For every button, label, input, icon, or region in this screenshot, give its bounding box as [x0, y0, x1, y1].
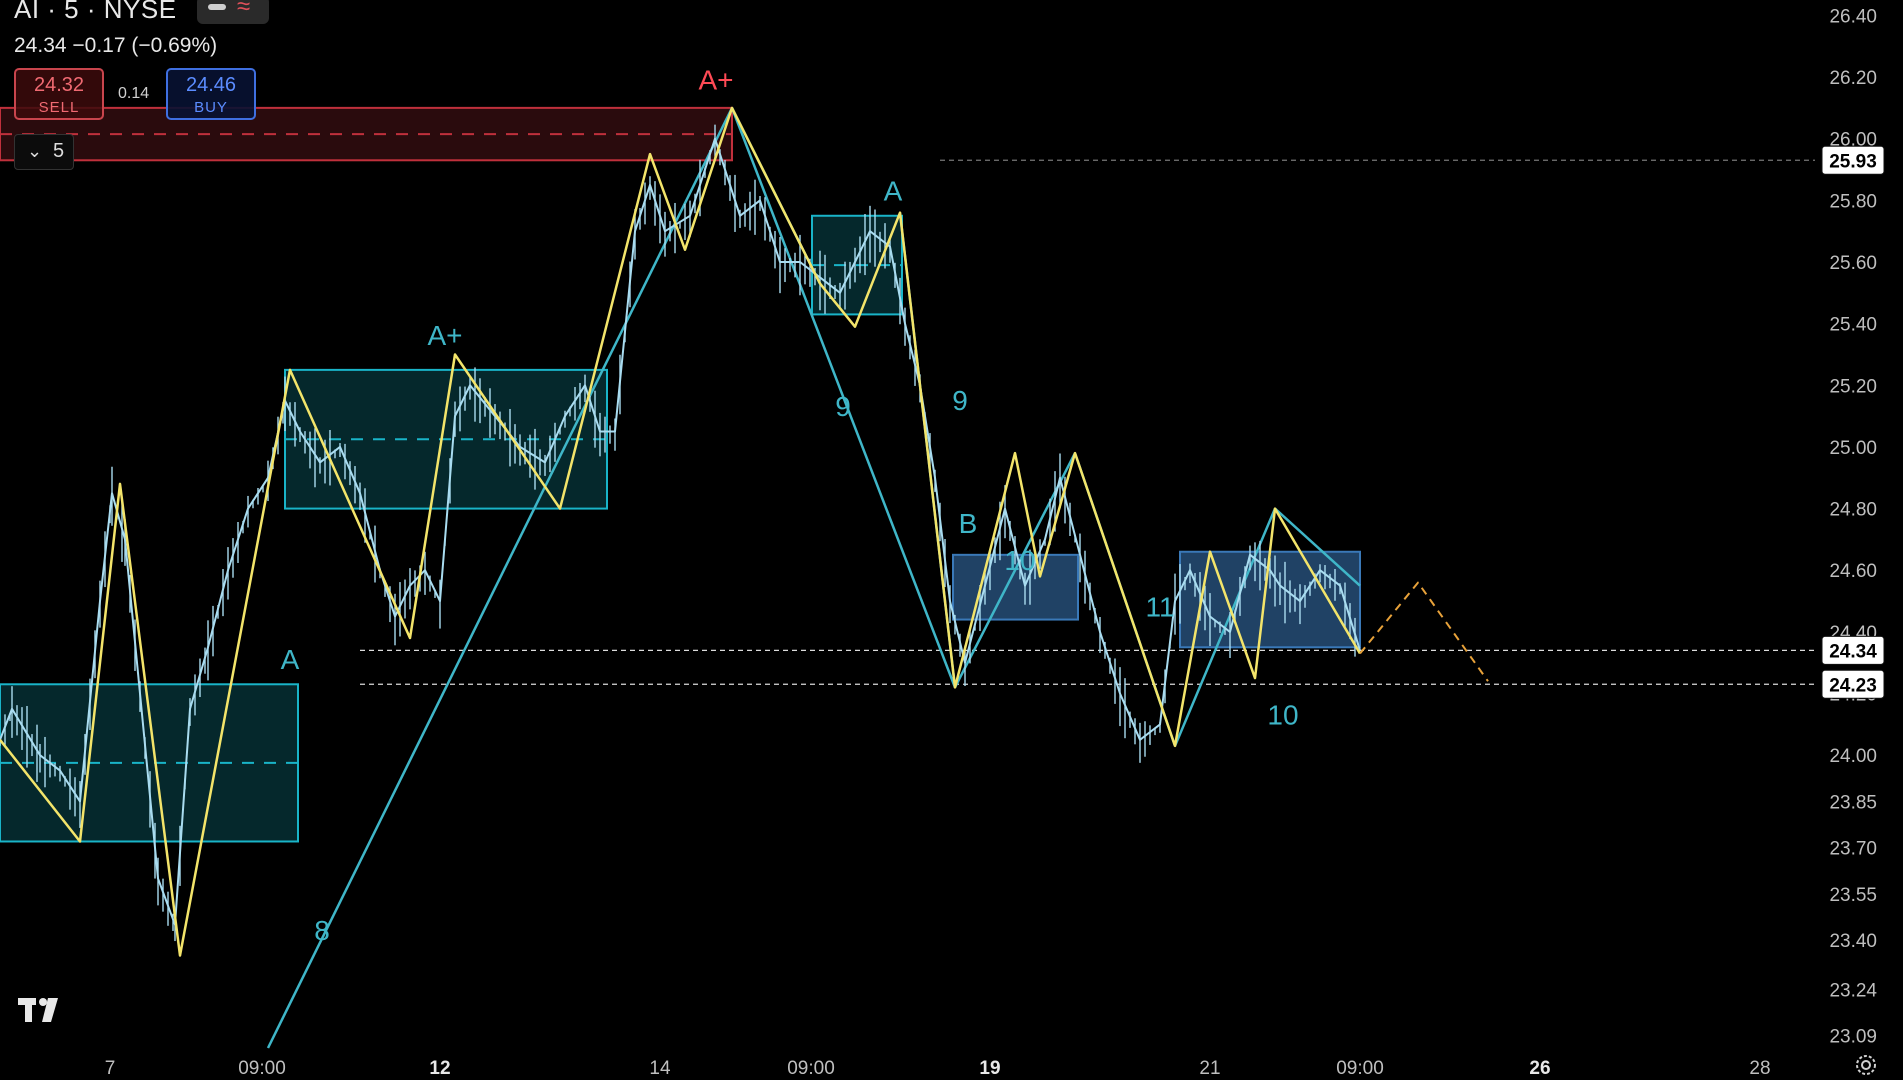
price-tick-label: 26.00	[1829, 130, 1877, 151]
sell-button[interactable]: 24.32 SELL	[14, 68, 104, 120]
price-tick-label: 23.09	[1829, 1027, 1877, 1048]
chevron-down-icon: ⌄	[27, 141, 43, 161]
interval-dropdown[interactable]: ⌄ 5	[14, 134, 74, 170]
price-tick-label: 24.80	[1829, 500, 1877, 521]
time-tick-label: 21	[1199, 1058, 1220, 1079]
price-tick-label: 24.60	[1829, 561, 1877, 582]
price-tick-label: 23.70	[1829, 839, 1877, 860]
indicator-pill[interactable]: ≈	[197, 0, 269, 24]
buy-button[interactable]: 24.46 BUY	[166, 68, 256, 120]
time-tick-label: 28	[1749, 1058, 1770, 1079]
zigzag-line	[0, 106, 1362, 957]
trendline-7	[1274, 507, 1361, 587]
minus-icon[interactable]	[208, 4, 226, 10]
price-marker-label-2: 24.23	[1829, 675, 1877, 696]
price-tick-label: 25.80	[1829, 191, 1877, 212]
price-tick-label: 23.85	[1829, 792, 1877, 813]
time-tick-label: 09:00	[787, 1058, 835, 1079]
annotation-9: 11	[1145, 591, 1174, 622]
price-tick-label: 26.20	[1829, 68, 1877, 89]
price-marker-label-1: 24.34	[1829, 641, 1877, 662]
buy-label: BUY	[194, 99, 228, 116]
sell-label: SELL	[38, 99, 80, 116]
spread-value: 0.14	[118, 85, 150, 102]
annotation-8: 10	[1004, 545, 1035, 576]
annotation-3: A	[884, 175, 903, 206]
price-change: 24.34 −0.17 (−0.69%)	[14, 34, 218, 57]
time-tick-label: 12	[429, 1058, 450, 1079]
price-marker-tag-2	[1821, 669, 1885, 699]
wave-icon[interactable]: ≈	[237, 0, 251, 20]
price-tick-label: 25.20	[1829, 376, 1877, 397]
sell-price: 24.32	[33, 74, 85, 96]
time-tick-label: 09:00	[1336, 1058, 1384, 1079]
interval-value: 5	[53, 140, 65, 162]
time-tick-label: 7	[105, 1058, 116, 1079]
price-marker-label-0: 25.93	[1829, 151, 1877, 172]
price-tick-label: 25.60	[1829, 253, 1877, 274]
trendline-1	[730, 107, 957, 688]
annotation-6: 9	[835, 391, 851, 422]
price-tick-label: 23.24	[1829, 980, 1877, 1001]
price-tick-label: 23.55	[1829, 885, 1877, 906]
projection-line	[1359, 581, 1489, 682]
annotation-0: A+	[698, 64, 733, 95]
settings-gear-icon[interactable]	[1853, 1052, 1879, 1078]
time-tick-label: 19	[979, 1058, 1000, 1079]
price-tick-label: 23.40	[1829, 931, 1877, 952]
annotation-1: A+	[427, 320, 462, 351]
price-tick-label: 26.40	[1829, 6, 1877, 27]
price-tick-label: 25.00	[1829, 438, 1877, 459]
buy-price: 24.46	[185, 74, 237, 96]
tradingview-logo-icon	[18, 998, 58, 1022]
candle-wicks	[0, 124, 1356, 942]
price-marker-tag-1	[1821, 635, 1885, 665]
trendline-0	[266, 107, 734, 1049]
annotation-2: A	[281, 644, 300, 675]
time-tick-label: 14	[649, 1058, 671, 1079]
time-tick-label: 09:00	[238, 1058, 286, 1079]
annotation-5: 8	[314, 915, 330, 946]
price-marker-tag-0	[1821, 145, 1885, 175]
price-tick-label: 24.00	[1829, 746, 1877, 767]
annotation-10: 10	[1267, 699, 1298, 730]
time-tick-label: 26	[1529, 1058, 1550, 1079]
annotation-7: 9	[952, 385, 968, 416]
price-tick-label: 25.40	[1829, 315, 1877, 336]
symbol-title[interactable]: AI · 5 · NYSE	[14, 0, 177, 24]
annotation-4: B	[959, 508, 978, 539]
